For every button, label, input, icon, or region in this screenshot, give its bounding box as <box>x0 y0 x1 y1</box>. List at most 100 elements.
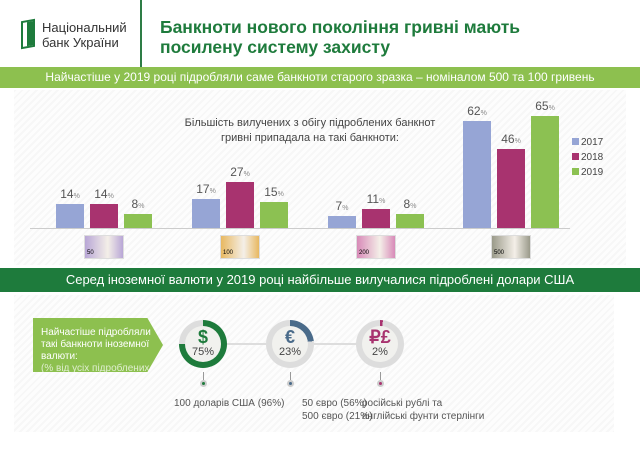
bar-50-2019 <box>124 214 152 228</box>
bar-200-2017 <box>328 215 356 228</box>
bar-100-2018 <box>226 181 254 228</box>
data-label-unit: % <box>73 192 80 200</box>
currency-label-line1: 50 євро (56%) <box>302 398 367 409</box>
currency-label: 50 євро (56%) 500 євро (21%) <box>302 397 372 423</box>
data-label: 46% <box>491 132 531 146</box>
data-label: 8% <box>118 197 158 211</box>
banknote-denomination: 100 <box>223 250 234 256</box>
ring-inner <box>272 326 308 362</box>
chart-baseline <box>30 228 570 229</box>
currency-ring-0: $ 75% <box>179 320 227 368</box>
currency-ring-1: € 23% <box>266 320 314 368</box>
header-divider <box>140 0 142 68</box>
currency-percent: 2% <box>372 346 388 358</box>
currency-label-line2: англійські фунти стерлінги <box>362 411 485 422</box>
section-banner-foreign: Серед іноземної валюти у 2019 році найбі… <box>0 268 640 292</box>
data-label-value: 14 <box>60 186 74 201</box>
data-label: 27% <box>220 165 260 179</box>
data-label-unit: % <box>342 204 349 212</box>
marker-dot <box>377 380 384 387</box>
data-label: 8% <box>390 197 430 211</box>
marker-dot <box>287 380 294 387</box>
currency-label-line1: 100 доларів США (96%) <box>174 398 285 409</box>
legend-label: 2017 <box>581 137 604 148</box>
legend-swatch <box>572 153 579 160</box>
chart-title: Більшість вилучених з обігу підроблених … <box>184 117 436 144</box>
logo-line1: Національний <box>42 20 127 35</box>
banknote-50: 50 <box>84 235 124 259</box>
data-label: 65% <box>525 99 565 113</box>
data-label: 7% <box>322 199 362 213</box>
connector-line <box>226 343 266 345</box>
data-label-unit: % <box>379 198 386 206</box>
data-label-unit: % <box>138 203 145 211</box>
data-label-unit: % <box>277 191 284 199</box>
page-title: Банкноти нового покоління гривні мають п… <box>160 17 521 57</box>
bar-100-2019 <box>260 202 288 228</box>
stem-line <box>380 372 381 380</box>
currency-symbol-icon: ₽£ <box>369 327 391 347</box>
currency-label-line1: російські рублі та <box>362 398 443 409</box>
data-label-value: 8 <box>403 197 411 212</box>
banknote-500: 500 <box>491 235 531 259</box>
data-label-unit: % <box>243 170 250 178</box>
currency-symbol-icon: $ <box>197 327 208 347</box>
logo-line2: банк України <box>42 35 119 50</box>
bar-200-2019 <box>396 214 424 228</box>
currency-percent: 23% <box>278 346 302 358</box>
data-label-unit: % <box>410 203 417 211</box>
data-label-value: 46 <box>501 131 515 146</box>
banknote-denomination: 200 <box>359 250 370 256</box>
bar-500-2017 <box>463 121 491 228</box>
data-label-value: 14 <box>94 186 108 201</box>
legend-label: 2018 <box>581 152 604 163</box>
data-label: 14% <box>50 187 90 201</box>
bar-500-2019 <box>531 116 559 228</box>
data-label: 15% <box>254 185 294 199</box>
data-label-unit: % <box>480 110 487 118</box>
data-label-value: 8 <box>131 197 139 212</box>
chart-legend: 2017 2018 2019 <box>572 135 603 180</box>
stem-line <box>290 372 291 380</box>
legend-swatch <box>572 138 579 145</box>
data-label: 17% <box>186 182 226 196</box>
data-label-unit: % <box>107 192 114 200</box>
data-label-value: 7 <box>335 198 343 213</box>
currency-symbol-icon: € <box>284 327 295 347</box>
data-label-unit: % <box>514 137 521 145</box>
data-label: 62% <box>457 104 497 118</box>
section-banner-hryvnia: Найчастіше у 2019 році підробляли саме б… <box>0 67 640 88</box>
data-label: 14% <box>84 187 124 201</box>
currency-label: 100 доларів США (96%) <box>174 397 284 410</box>
banknote-100: 100 <box>220 235 260 259</box>
logo-icon <box>21 18 35 50</box>
legend-label: 2019 <box>581 167 604 178</box>
legend-swatch <box>572 168 579 175</box>
legend-item-2018: 2018 <box>572 150 603 165</box>
bar-500-2018 <box>497 148 525 228</box>
banknote-denomination: 500 <box>494 250 505 256</box>
stem-line <box>203 372 204 380</box>
logo-text: Національний банк України <box>42 20 127 50</box>
data-label-value: 62 <box>467 104 481 119</box>
currency-label-line2: 500 євро (21%) <box>302 411 373 422</box>
foreign-intro-sub: (% від усіх підроблених банкнот) <box>41 363 150 374</box>
banknote-denomination: 50 <box>87 250 94 256</box>
data-label: 11% <box>356 192 396 206</box>
data-label-value: 17 <box>196 181 210 196</box>
legend-item-2017: 2017 <box>572 135 603 150</box>
data-label-unit: % <box>548 105 555 113</box>
ring-inner <box>185 326 221 362</box>
data-label-value: 15 <box>264 185 278 200</box>
data-label-unit: % <box>209 187 216 195</box>
bar-50-2017 <box>56 203 84 228</box>
ring-inner <box>362 326 398 362</box>
marker-dot <box>200 380 207 387</box>
banknote-200: 200 <box>356 235 396 259</box>
foreign-intro-box: Найчастіше підробляли такі банкноти іноз… <box>33 318 163 372</box>
currency-ring-2: ₽£ 2% <box>356 320 404 368</box>
bar-200-2018 <box>362 209 390 228</box>
bar-50-2018 <box>90 203 118 228</box>
foreign-intro: Найчастіше підробляли такі банкноти іноз… <box>41 327 151 362</box>
data-label-value: 27 <box>230 164 244 179</box>
